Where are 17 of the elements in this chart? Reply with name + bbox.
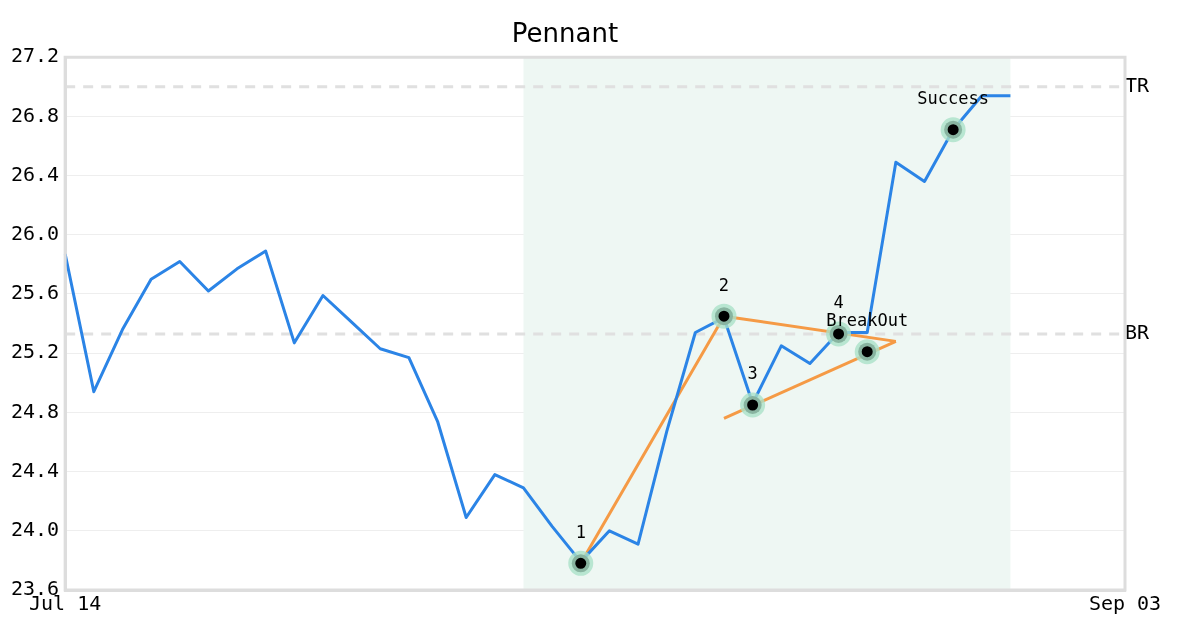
y-tick-label: 26.8 (10, 102, 60, 127)
y-tick-label: 26.0 (10, 221, 60, 245)
y-tick-label: 25.6 (10, 280, 60, 305)
y-tick-label: 24.0 (10, 517, 60, 541)
ref-line-label: BR (1125, 320, 1151, 345)
chart-title: Pennant (511, 18, 619, 49)
ref-line-label: TR (1125, 73, 1151, 97)
annotation: 4 (833, 292, 844, 313)
x-tick-label: Sep 03 (1088, 591, 1162, 616)
annotation: 1 (575, 521, 586, 542)
y-tick-label: 26.4 (10, 161, 60, 186)
y-tick-label: 27.2 (10, 43, 60, 68)
y-tick-label: 24.4 (10, 457, 60, 482)
annotation: 3 (747, 363, 758, 384)
y-tick-label: 24.8 (10, 398, 60, 423)
annotation: 2 (718, 274, 730, 295)
y-tick-label: 25.2 (10, 339, 60, 364)
